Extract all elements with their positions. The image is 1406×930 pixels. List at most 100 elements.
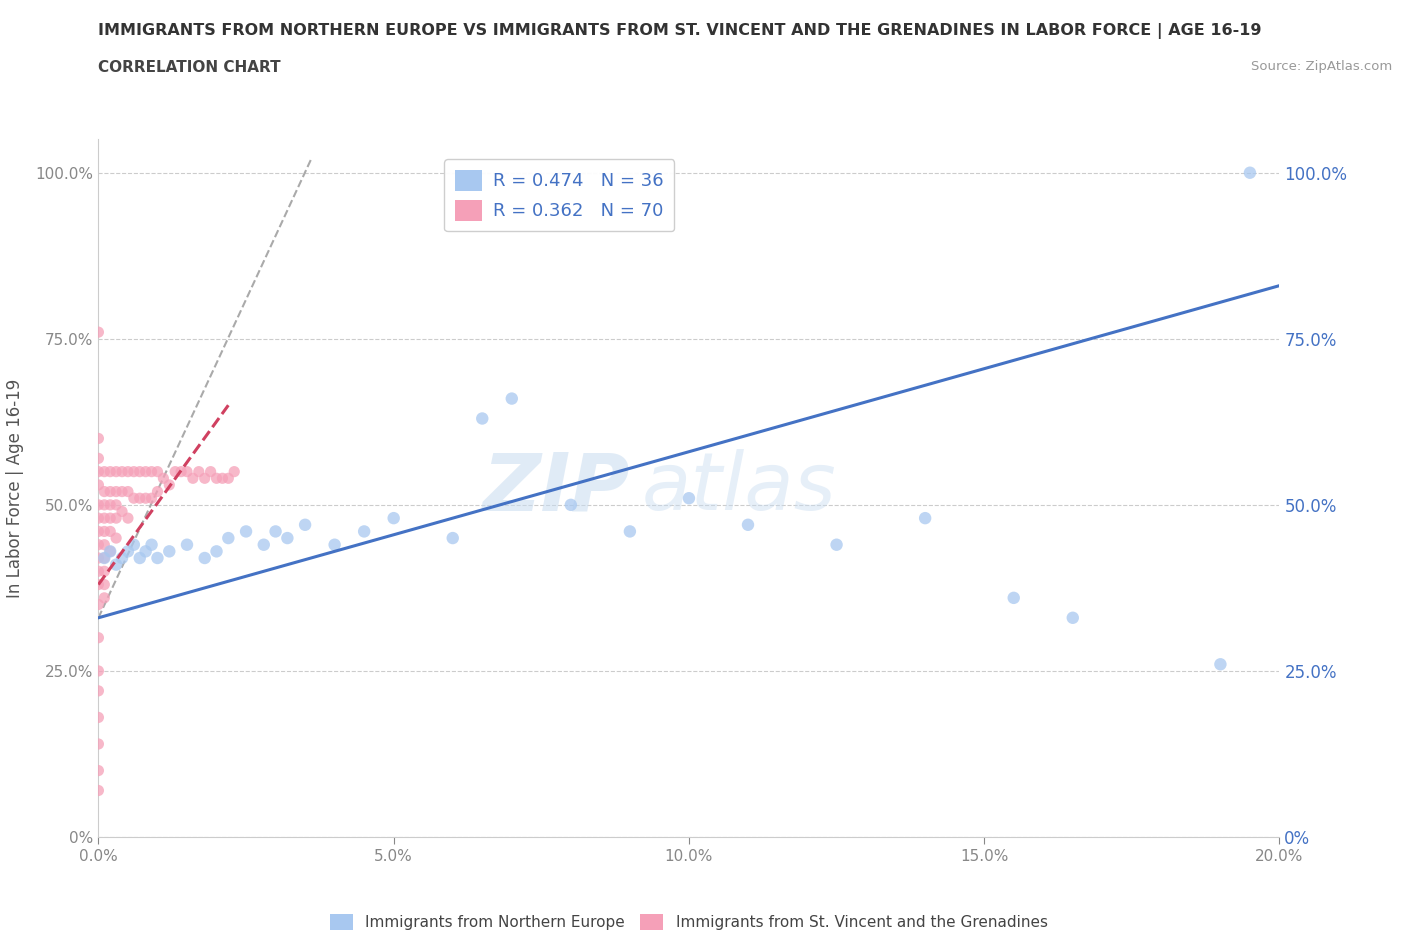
- Text: ZIP: ZIP: [482, 449, 630, 527]
- Point: [98, 544, 121, 559]
- Point: [93, 511, 115, 525]
- Point: [678, 491, 700, 506]
- Point: [87, 464, 110, 479]
- Legend: Immigrants from Northern Europe, Immigrants from St. Vincent and the Grenadines: Immigrants from Northern Europe, Immigra…: [325, 908, 1053, 930]
- Point: [264, 524, 287, 538]
- Point: [105, 498, 128, 512]
- Y-axis label: In Labor Force | Age 16-19: In Labor Force | Age 16-19: [7, 379, 24, 598]
- Point: [87, 737, 110, 751]
- Point: [235, 524, 257, 538]
- Point: [93, 498, 115, 512]
- Point: [87, 578, 110, 592]
- Point: [98, 485, 121, 499]
- Point: [117, 544, 139, 559]
- Point: [176, 464, 198, 479]
- Point: [187, 464, 209, 479]
- Point: [87, 684, 110, 698]
- Point: [117, 485, 139, 499]
- Point: [111, 464, 134, 479]
- Point: [135, 464, 157, 479]
- Point: [87, 710, 110, 724]
- Point: [128, 464, 150, 479]
- Point: [914, 511, 936, 525]
- Point: [217, 471, 239, 485]
- Point: [1209, 657, 1232, 671]
- Point: [501, 392, 523, 406]
- Point: [217, 531, 239, 546]
- Point: [560, 498, 582, 512]
- Point: [276, 531, 298, 546]
- Point: [87, 631, 110, 645]
- Point: [105, 511, 128, 525]
- Point: [87, 597, 110, 612]
- Point: [93, 464, 115, 479]
- Point: [471, 411, 494, 426]
- Point: [194, 551, 217, 565]
- Point: [87, 663, 110, 678]
- Point: [87, 524, 110, 538]
- Point: [87, 551, 110, 565]
- Point: [87, 783, 110, 798]
- Point: [87, 451, 110, 466]
- Point: [146, 551, 169, 565]
- Point: [205, 471, 228, 485]
- Point: [146, 485, 169, 499]
- Point: [135, 491, 157, 506]
- Point: [323, 538, 346, 552]
- Point: [176, 538, 198, 552]
- Point: [152, 471, 174, 485]
- Point: [87, 477, 110, 492]
- Point: [93, 564, 115, 578]
- Point: [98, 498, 121, 512]
- Point: [98, 544, 121, 559]
- Point: [135, 544, 157, 559]
- Point: [619, 524, 641, 538]
- Point: [105, 531, 128, 546]
- Point: [105, 485, 128, 499]
- Point: [87, 538, 110, 552]
- Point: [211, 471, 233, 485]
- Point: [146, 464, 169, 479]
- Point: [93, 551, 115, 565]
- Point: [87, 325, 110, 339]
- Point: [181, 471, 204, 485]
- Point: [253, 538, 276, 552]
- Point: [294, 517, 316, 532]
- Point: [93, 485, 115, 499]
- Point: [105, 557, 128, 572]
- Point: [93, 551, 115, 565]
- Point: [200, 464, 222, 479]
- Point: [93, 524, 115, 538]
- Point: [122, 464, 145, 479]
- Point: [93, 578, 115, 592]
- Point: [441, 531, 464, 546]
- Point: [157, 544, 180, 559]
- Point: [170, 464, 193, 479]
- Point: [93, 538, 115, 552]
- Point: [87, 564, 110, 578]
- Point: [98, 511, 121, 525]
- Point: [382, 511, 405, 525]
- Text: IMMIGRANTS FROM NORTHERN EUROPE VS IMMIGRANTS FROM ST. VINCENT AND THE GRENADINE: IMMIGRANTS FROM NORTHERN EUROPE VS IMMIG…: [98, 23, 1263, 39]
- Point: [93, 591, 115, 605]
- Point: [141, 538, 163, 552]
- Point: [111, 504, 134, 519]
- Point: [1062, 610, 1084, 625]
- Point: [122, 538, 145, 552]
- Point: [111, 551, 134, 565]
- Point: [141, 464, 163, 479]
- Point: [157, 477, 180, 492]
- Point: [87, 511, 110, 525]
- Text: atlas: atlas: [641, 449, 837, 527]
- Point: [205, 544, 228, 559]
- Point: [1239, 166, 1261, 180]
- Point: [141, 491, 163, 506]
- Point: [128, 551, 150, 565]
- Point: [224, 464, 246, 479]
- Point: [117, 511, 139, 525]
- Point: [87, 498, 110, 512]
- Point: [1002, 591, 1025, 605]
- Point: [87, 764, 110, 778]
- Point: [98, 524, 121, 538]
- Point: [353, 524, 375, 538]
